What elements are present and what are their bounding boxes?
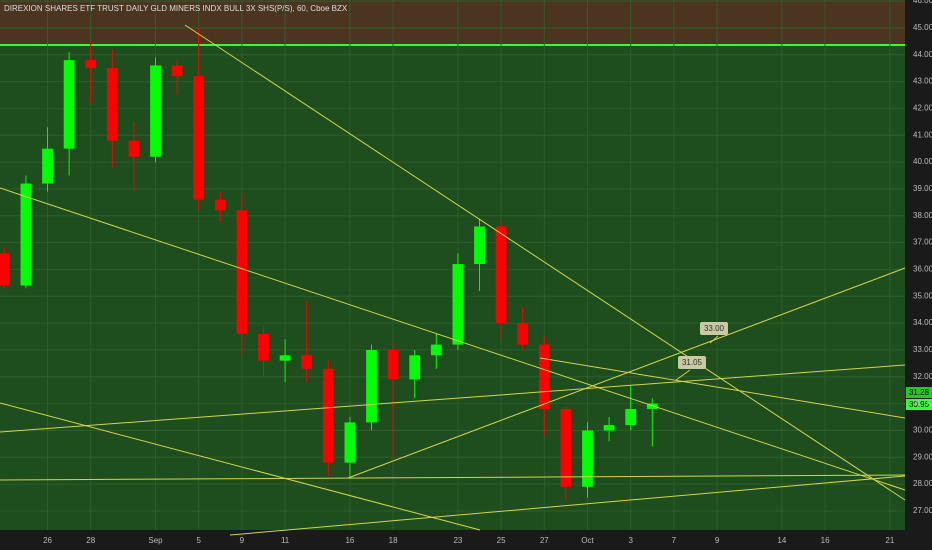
candles [0,27,658,501]
candle-body [42,148,53,184]
x-tick-label: Sep [148,536,163,545]
y-tick-label: 30.00 [913,426,932,435]
candle-body [344,422,356,463]
candle-body [193,76,205,200]
candle-body [560,408,572,487]
x-tick-label: 16 [345,536,354,545]
candle-body [20,183,32,286]
candle-body [495,226,507,324]
trendline [0,187,906,491]
x-tick-label: 18 [389,536,398,545]
y-tick-label: 33.00 [913,345,932,354]
callout-pointer [675,369,691,381]
price-tag [906,387,932,398]
candle-body [387,349,399,380]
trendline [0,402,481,531]
x-tick-label: 9 [715,536,720,545]
y-tick-label: 43.00 [913,77,932,86]
x-tick-label: 7 [672,536,677,545]
y-tick-label: 37.00 [913,238,932,247]
candle-body [85,60,97,69]
resistance-zone [0,0,905,45]
price-tag-text: 30.96 [909,400,930,409]
price-tag [906,399,932,410]
candle-body [322,368,334,463]
time-axis [0,530,905,550]
candle-body [603,425,615,431]
candle-body [106,68,118,141]
y-tick-label: 34.00 [913,318,932,327]
y-tick-label: 39.00 [913,184,932,193]
candle-body [582,430,593,487]
candle-body [409,355,421,380]
y-tick-label: 31.00 [913,399,932,408]
y-tick-label: 27.00 [913,506,932,515]
trendlines [0,24,906,536]
trendline [229,475,906,536]
candle-body [430,344,442,356]
trendline [347,267,906,479]
x-tick-label: Oct [581,536,594,545]
callout [700,322,728,335]
candle-body [538,344,550,409]
candle-body [258,333,269,361]
candle-body [171,65,183,77]
trendline [0,474,906,481]
price-axis [905,0,932,550]
candle-body [214,199,226,211]
candle-body [128,140,140,157]
candle-body [279,355,291,361]
price-tag-text: 31.28 [909,388,930,397]
callout-text: 33.00 [704,324,725,333]
y-tick-label: 44.00 [913,50,932,59]
y-tick-label: 38.00 [913,211,932,220]
x-tick-label: 27 [540,536,549,545]
callout-text: 31.05 [682,358,703,367]
x-tick-label: 3 [628,536,633,545]
candle-body [625,408,637,426]
candle-body [366,349,377,423]
y-tick-label: 41.00 [913,130,932,139]
y-tick-label: 32.00 [913,372,932,381]
candle-body [301,355,313,369]
trendline [184,24,906,501]
candle-body [150,65,161,157]
candle-body [236,210,248,334]
x-tick-label: 11 [281,536,290,545]
candle-body [646,403,658,409]
y-tick-label: 46.00 [913,0,932,5]
trendline [0,364,906,433]
callout [678,356,706,369]
y-tick-label: 35.00 [913,291,932,300]
y-tick-label: 40.00 [913,157,932,166]
x-tick-label: 16 [821,536,830,545]
y-tick-label: 36.00 [913,265,932,274]
trendline [539,357,906,419]
y-tick-label: 45.00 [913,23,932,32]
x-tick-label: 21 [885,536,894,545]
x-tick-label: 14 [777,536,786,545]
x-tick-label: 23 [453,536,462,545]
chart-title: DIREXION SHARES ETF TRUST DAILY GLD MINE… [4,4,348,13]
candle-body [474,226,485,265]
y-tick-label: 28.00 [913,479,932,488]
x-tick-label: 26 [43,536,52,545]
x-tick-label: 9 [240,536,245,545]
callout-pointer [709,335,719,344]
x-tick-label: 28 [86,536,95,545]
x-tick-label: 25 [497,536,506,545]
candle-body [517,323,529,345]
candle-body [452,264,464,345]
candle-body [63,60,75,149]
candle-body [0,253,10,286]
grid [0,0,905,530]
y-tick-label: 29.00 [913,452,932,461]
x-tick-label: 5 [196,536,201,545]
y-tick-label: 42.00 [913,104,932,113]
